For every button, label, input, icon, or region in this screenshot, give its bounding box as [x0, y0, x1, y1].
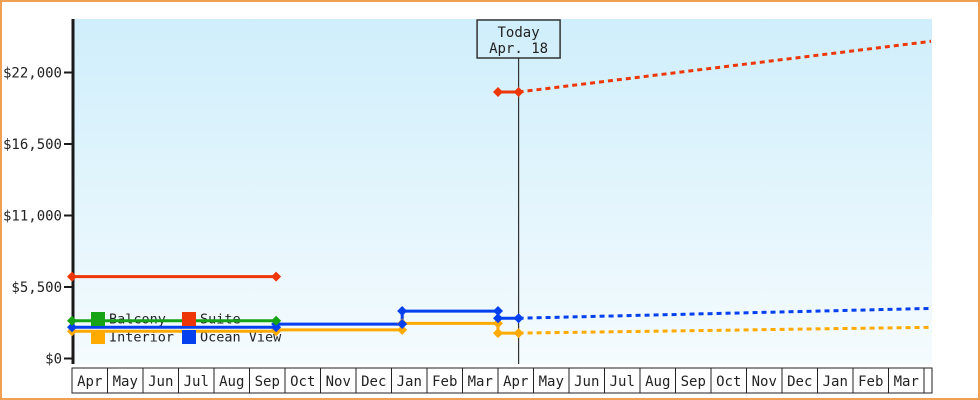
data-point-ocean-view	[397, 306, 408, 317]
legend-label-interior[interactable]: Interior	[109, 330, 174, 346]
month-cell	[817, 367, 854, 394]
month-label: Dec	[787, 374, 812, 390]
month-label: Jun	[148, 374, 173, 390]
month-label: Aug	[645, 374, 670, 390]
y-tick-label: $16,500	[3, 137, 62, 153]
month-cell	[426, 367, 463, 394]
data-point-interior	[493, 318, 503, 329]
month-label: Nov	[752, 374, 777, 390]
month-label: Jun	[574, 374, 599, 390]
month-label: Mar	[894, 374, 919, 390]
plot-area	[72, 19, 932, 364]
month-cell	[888, 367, 925, 394]
month-cell-empty	[923, 367, 933, 394]
month-cell	[142, 367, 179, 394]
month-cell	[178, 367, 215, 394]
month-cell	[497, 367, 534, 394]
month-cell	[710, 367, 747, 394]
series-line-ocean-view-forecast	[518, 306, 932, 320]
data-point-suite	[271, 271, 282, 282]
data-point-suite	[513, 87, 524, 97]
y-tick-label: $11,000	[3, 209, 62, 225]
y-tick-label: $0	[45, 352, 62, 368]
month-label: Apr	[503, 374, 528, 390]
data-point-balcony	[67, 315, 77, 326]
legend-swatch-interior[interactable]	[91, 330, 105, 344]
month-label: Oct	[290, 374, 315, 390]
month-cell	[604, 367, 641, 394]
data-point-balcony	[271, 315, 282, 326]
today-box	[476, 19, 561, 59]
month-label: Nov	[326, 374, 351, 390]
month-label: Feb	[858, 374, 883, 390]
month-label: Feb	[432, 374, 457, 390]
series-line-suite-forecast	[518, 39, 932, 94]
data-point-suite	[67, 271, 77, 282]
month-label: Jul	[610, 374, 635, 390]
month-cell	[107, 367, 144, 394]
month-label: Apr	[77, 374, 102, 390]
legend-swatch-balcony[interactable]	[91, 312, 105, 326]
data-point-ocean-view	[493, 313, 503, 324]
month-cell	[781, 367, 818, 394]
data-point-interior	[513, 328, 524, 339]
month-cell	[249, 367, 286, 394]
month-label: Mar	[468, 374, 493, 390]
today-label: Today	[498, 25, 540, 41]
month-label: Jul	[184, 374, 209, 390]
month-cell	[675, 367, 712, 394]
data-point-ocean-view	[513, 313, 524, 324]
month-label: May	[539, 374, 564, 390]
month-label: Sep	[255, 374, 280, 390]
y-tick-label: $5,500	[11, 280, 62, 296]
month-label: Aug	[219, 374, 244, 390]
month-label: Jan	[823, 374, 848, 390]
month-cell	[284, 367, 321, 394]
month-cell	[746, 367, 783, 394]
data-point-suite	[493, 87, 503, 97]
month-label: Oct	[716, 374, 741, 390]
legend-label-ocean-view[interactable]: Ocean View	[200, 330, 282, 346]
y-tick-label: $22,000	[3, 66, 62, 82]
month-label: Sep	[681, 374, 706, 390]
legend-swatch-ocean-view[interactable]	[182, 330, 196, 344]
legend-swatch-suite[interactable]	[182, 312, 196, 326]
month-label: May	[113, 374, 138, 390]
month-cell	[355, 367, 392, 394]
today-date-label: Apr. 18	[489, 41, 548, 57]
series-line-interior-forecast	[518, 325, 932, 335]
month-cell	[391, 367, 428, 394]
month-cell	[213, 367, 250, 394]
data-point-ocean-view	[493, 306, 503, 317]
data-point-interior	[493, 328, 503, 339]
data-point-ocean-view	[67, 322, 77, 333]
data-point-interior	[397, 324, 408, 335]
data-point-ocean-view	[397, 319, 408, 330]
month-label: Dec	[361, 374, 386, 390]
month-cell	[568, 367, 605, 394]
month-label: Jan	[397, 374, 422, 390]
